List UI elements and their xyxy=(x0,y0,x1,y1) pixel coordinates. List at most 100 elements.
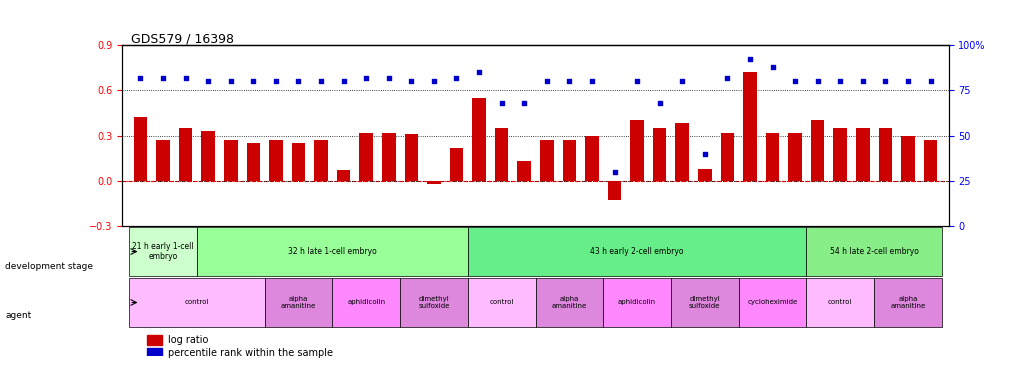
Text: GDS579 / 16398: GDS579 / 16398 xyxy=(130,32,233,45)
Text: percentile rank within the sample: percentile rank within the sample xyxy=(168,348,332,358)
Point xyxy=(267,78,283,84)
Text: development stage: development stage xyxy=(5,262,93,271)
Bar xyxy=(147,348,162,358)
Bar xyxy=(405,134,418,181)
Text: cycloheximide: cycloheximide xyxy=(747,300,797,306)
Text: 43 h early 2-cell embryo: 43 h early 2-cell embryo xyxy=(590,247,683,256)
Point xyxy=(358,75,374,81)
FancyBboxPatch shape xyxy=(468,227,806,276)
Point xyxy=(921,78,937,84)
FancyBboxPatch shape xyxy=(129,227,197,276)
FancyBboxPatch shape xyxy=(468,278,535,327)
Point xyxy=(696,151,712,157)
Point xyxy=(629,78,645,84)
Bar xyxy=(517,161,531,181)
Text: 21 h early 1-cell
embryо: 21 h early 1-cell embryо xyxy=(132,242,194,261)
Point xyxy=(380,75,396,81)
Point xyxy=(605,169,622,175)
Text: alpha
amanitine: alpha amanitine xyxy=(890,296,924,309)
FancyBboxPatch shape xyxy=(399,278,468,327)
FancyBboxPatch shape xyxy=(197,227,468,276)
Point xyxy=(403,78,419,84)
Point xyxy=(222,78,238,84)
Point xyxy=(245,78,261,84)
Bar xyxy=(562,140,576,181)
Point xyxy=(335,78,352,84)
Point xyxy=(854,78,870,84)
Point xyxy=(832,78,848,84)
Point xyxy=(516,100,532,106)
Bar xyxy=(833,128,846,181)
Bar xyxy=(382,132,395,181)
Bar xyxy=(901,135,914,181)
Point xyxy=(313,78,329,84)
Point xyxy=(763,64,780,70)
Point xyxy=(741,57,757,63)
Bar xyxy=(224,140,237,181)
FancyBboxPatch shape xyxy=(873,278,941,327)
Bar xyxy=(133,117,147,181)
Bar xyxy=(291,143,305,181)
Bar xyxy=(923,140,936,181)
Bar xyxy=(247,143,260,181)
Point xyxy=(718,75,735,81)
Bar xyxy=(201,131,215,181)
Bar xyxy=(810,120,823,181)
Bar xyxy=(178,128,193,181)
Bar xyxy=(765,132,779,181)
Point xyxy=(809,78,825,84)
Point xyxy=(290,78,307,84)
Point xyxy=(155,75,171,81)
Point xyxy=(674,78,690,84)
Point xyxy=(177,75,194,81)
Point xyxy=(560,78,577,84)
Bar xyxy=(449,148,463,181)
Bar xyxy=(788,132,801,181)
Point xyxy=(538,78,554,84)
Text: alpha
amanitine: alpha amanitine xyxy=(551,296,586,309)
Point xyxy=(583,78,599,84)
Bar xyxy=(156,140,169,181)
Bar xyxy=(743,72,756,181)
Bar xyxy=(539,140,553,181)
FancyBboxPatch shape xyxy=(602,278,671,327)
Text: control: control xyxy=(489,300,514,306)
Text: alpha
amanitine: alpha amanitine xyxy=(280,296,316,309)
FancyBboxPatch shape xyxy=(738,278,806,327)
Text: control: control xyxy=(184,300,209,306)
FancyBboxPatch shape xyxy=(129,278,264,327)
Bar xyxy=(472,98,485,181)
Point xyxy=(200,78,216,84)
Text: 54 h late 2-cell embryo: 54 h late 2-cell embryo xyxy=(828,247,918,256)
Text: dimethyl
sulfoxide: dimethyl sulfoxide xyxy=(418,296,449,309)
Bar xyxy=(719,132,734,181)
Bar xyxy=(675,123,688,181)
Text: aphidicolin: aphidicolin xyxy=(346,300,385,306)
Text: 32 h late 1-cell embryo: 32 h late 1-cell embryo xyxy=(287,247,376,256)
FancyBboxPatch shape xyxy=(535,278,602,327)
FancyBboxPatch shape xyxy=(264,278,332,327)
Point xyxy=(448,75,465,81)
Text: dimethyl
sulfoxide: dimethyl sulfoxide xyxy=(689,296,719,309)
FancyBboxPatch shape xyxy=(806,227,941,276)
Point xyxy=(493,100,510,106)
Bar xyxy=(147,335,162,345)
Bar xyxy=(494,128,507,181)
Point xyxy=(651,100,667,106)
Point xyxy=(471,69,487,75)
Bar xyxy=(427,181,440,184)
Text: log ratio: log ratio xyxy=(168,335,208,345)
Point xyxy=(876,78,893,84)
Bar xyxy=(630,120,643,181)
FancyBboxPatch shape xyxy=(806,278,873,327)
Bar xyxy=(697,169,711,181)
Text: control: control xyxy=(827,300,852,306)
Point xyxy=(425,78,441,84)
Point xyxy=(132,75,149,81)
Bar xyxy=(269,140,282,181)
Bar xyxy=(877,128,892,181)
Bar xyxy=(652,128,665,181)
Bar xyxy=(855,128,869,181)
Bar xyxy=(314,140,327,181)
Bar xyxy=(607,181,621,200)
